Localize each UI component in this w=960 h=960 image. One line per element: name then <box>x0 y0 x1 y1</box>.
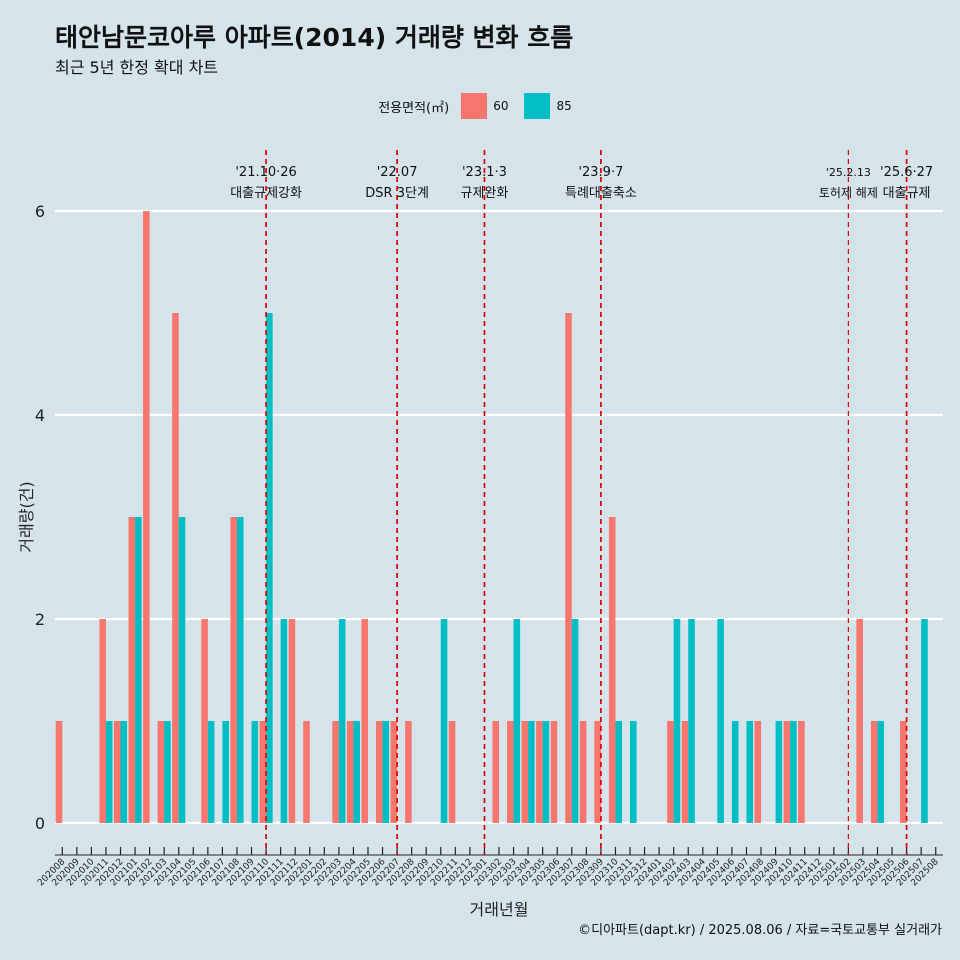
bar-60 <box>346 721 354 823</box>
bar-85 <box>746 721 754 823</box>
y-axis-title: 거래량(건) <box>17 481 36 552</box>
bar-85 <box>630 721 637 823</box>
bar-85 <box>178 517 186 823</box>
bar-60 <box>390 721 398 823</box>
bar-60 <box>536 721 543 823</box>
legend-swatch-60 <box>461 93 488 119</box>
event-date-label: '23.9·7 <box>578 165 623 180</box>
bar-60 <box>550 721 558 823</box>
event-name-label: DSR 3단계 <box>365 186 429 201</box>
bar-85 <box>266 313 273 823</box>
event-name-label: 특례대출축소 <box>565 186 637 201</box>
bar-85 <box>280 619 288 823</box>
bar-60 <box>128 517 136 823</box>
bar-60 <box>594 721 601 823</box>
bar-60 <box>99 619 106 823</box>
bar-85 <box>571 619 579 823</box>
bar-85 <box>164 721 171 823</box>
bar-60 <box>492 721 499 823</box>
event-name-label: 대출규제 <box>883 186 931 201</box>
bar-60 <box>681 721 689 823</box>
bar-85 <box>731 721 739 823</box>
chart-subtitle: 최근 5년 한정 확대 차트 <box>55 58 219 77</box>
legend-swatch-85 <box>524 93 551 119</box>
event-date-label: '22.07 <box>377 165 418 180</box>
bar-60 <box>667 721 674 823</box>
event-date-label: '25.6·27 <box>880 165 933 180</box>
bar-85 <box>440 619 448 823</box>
bar-60 <box>259 721 267 823</box>
y-tick-label: 4 <box>35 406 45 425</box>
bar-60 <box>405 721 412 823</box>
bar-60 <box>608 517 616 823</box>
bar-60 <box>507 721 514 823</box>
bar-85 <box>353 721 360 823</box>
bar-60 <box>303 721 310 823</box>
y-tick-label: 6 <box>35 202 45 221</box>
bar-85 <box>338 619 346 823</box>
event-name-label: 규제완화 <box>461 186 509 201</box>
event-date-label: '25.2.13 <box>826 166 871 179</box>
event-date-label: '21.10·26 <box>235 165 296 180</box>
y-tick-label: 2 <box>35 610 45 629</box>
bar-85 <box>542 721 550 823</box>
bar-85 <box>775 721 783 823</box>
bar-85 <box>688 619 695 823</box>
bar-60 <box>783 721 791 823</box>
bar-60 <box>201 619 208 823</box>
bar-85 <box>790 721 797 823</box>
event-name-label: 토허제 해제 <box>819 186 878 200</box>
legend: 전용면적(㎡) 60 85 <box>0 93 960 119</box>
legend-label-85: 85 <box>556 99 572 113</box>
bar-60 <box>870 721 878 823</box>
bar-60 <box>754 721 762 823</box>
bar-85 <box>207 721 215 823</box>
legend-label-60: 60 <box>493 99 509 113</box>
y-tick-label: 0 <box>35 814 45 833</box>
bar-85 <box>615 721 623 823</box>
bar-85 <box>877 721 885 823</box>
bar-85 <box>222 721 229 823</box>
bar-60 <box>157 721 165 823</box>
bar-60 <box>375 721 383 823</box>
legend-title: 전용면적(㎡) <box>378 100 450 116</box>
bar-85 <box>717 619 724 823</box>
bar-60 <box>521 721 529 823</box>
bar-85 <box>105 721 113 823</box>
chart-title: 태안남문코아루 아파트(2014) 거래량 변화 흐름 <box>55 23 574 52</box>
bar-85 <box>236 517 244 823</box>
bar-85 <box>251 721 259 823</box>
bar-85 <box>921 619 928 823</box>
bar-60 <box>856 619 863 823</box>
bar-85 <box>382 721 390 823</box>
bar-60 <box>113 721 121 823</box>
bar-60 <box>900 721 907 823</box>
bar-60 <box>448 721 456 823</box>
bar-60 <box>172 313 179 823</box>
bar-85 <box>120 721 128 823</box>
bar-60 <box>332 721 339 823</box>
source-caption: ©디아파트(dapt.kr) / 2025.08.06 / 자료=국토교통부 실… <box>578 923 942 938</box>
bar-85 <box>135 517 142 823</box>
bar-60 <box>143 211 150 823</box>
event-date-label: '23.1·3 <box>462 165 507 180</box>
bar-60 <box>798 721 805 823</box>
bar-60 <box>230 517 237 823</box>
bar-85 <box>673 619 681 823</box>
bar-60 <box>55 721 63 823</box>
event-name-label: 대출규제강화 <box>230 186 302 201</box>
bar-60 <box>361 619 368 823</box>
bar-60 <box>288 619 296 823</box>
bar-60 <box>565 313 572 823</box>
bar-85 <box>528 721 535 823</box>
bar-60 <box>579 721 587 823</box>
bar-85 <box>513 619 521 823</box>
x-axis-title: 거래년월 <box>470 900 529 919</box>
